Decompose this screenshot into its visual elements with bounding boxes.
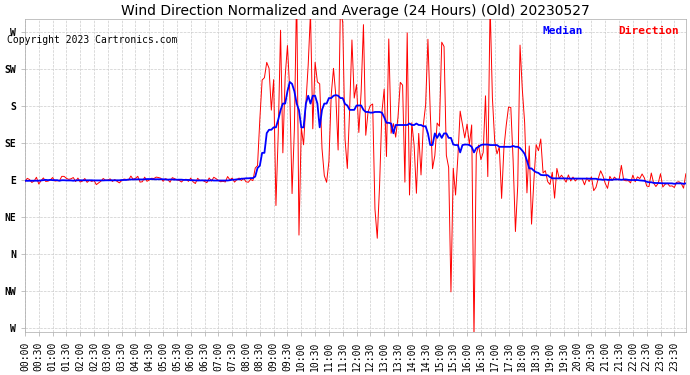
Text: Median: Median (543, 26, 584, 36)
Title: Wind Direction Normalized and Average (24 Hours) (Old) 20230527: Wind Direction Normalized and Average (2… (121, 4, 590, 18)
Text: Copyright 2023 Cartronics.com: Copyright 2023 Cartronics.com (7, 35, 177, 45)
Text: Direction: Direction (618, 26, 679, 36)
